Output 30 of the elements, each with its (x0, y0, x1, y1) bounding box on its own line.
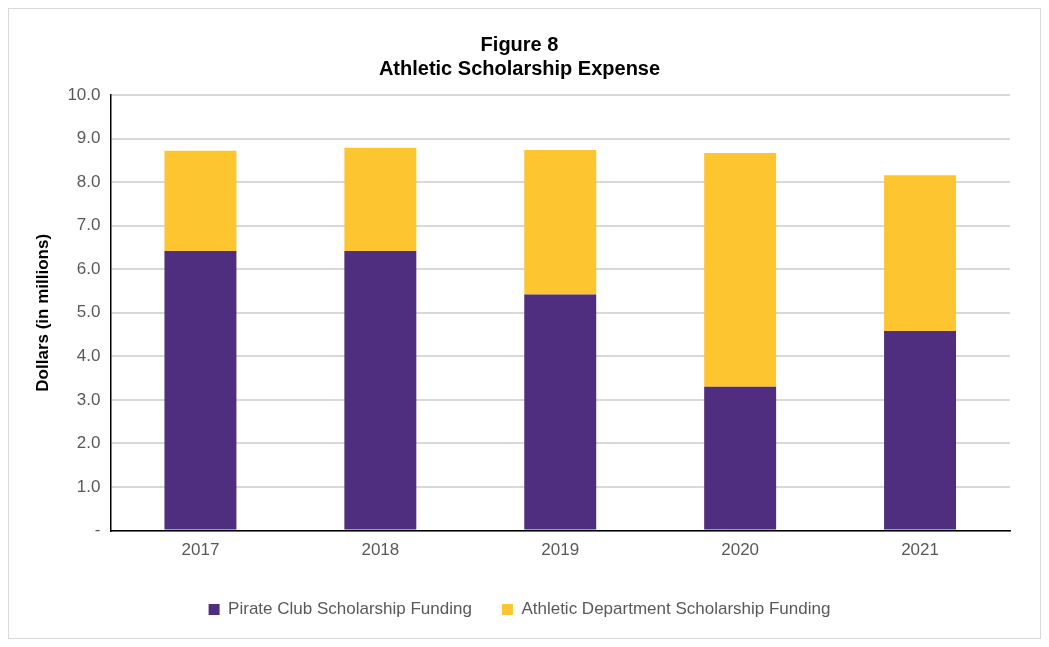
chart-title: Figure 8 Athletic Scholarship Expense (378, 32, 661, 79)
x-tick-label: 2019 (541, 540, 580, 560)
bar (884, 331, 957, 530)
legend-label: Pirate Club Scholarship Funding (228, 599, 472, 619)
y-tick-label: 4.0 (76, 346, 101, 366)
y-tick-label: 5.0 (76, 302, 101, 322)
legend-label: Athletic Department Scholarship Funding (521, 599, 831, 619)
bar (164, 250, 237, 530)
x-tick-label: 2017 (181, 540, 220, 560)
bar (344, 147, 417, 251)
x-tick-label: 2020 (721, 540, 760, 560)
x-tick-label: 2018 (361, 540, 400, 560)
y-axis-title: Dollars (in millions) (32, 233, 52, 392)
y-tick-label: 9.0 (76, 128, 101, 148)
y-tick-label: 2.0 (76, 433, 101, 453)
y-tick-label: 10.0 (67, 84, 101, 104)
bar (164, 150, 237, 251)
y-tick-label: 6.0 (76, 258, 101, 278)
bar (704, 152, 777, 387)
y-tick-label: 1.0 (76, 476, 101, 496)
y-tick-label: - (94, 520, 101, 540)
y-tick-label: 8.0 (76, 171, 101, 191)
y-tick-label: 7.0 (76, 215, 101, 235)
bar (704, 386, 777, 530)
bar (884, 175, 957, 332)
bar (524, 149, 597, 295)
y-tick-label: 3.0 (76, 389, 101, 409)
bar (344, 250, 417, 530)
x-tick-label: 2021 (901, 540, 939, 560)
bar (524, 294, 597, 530)
